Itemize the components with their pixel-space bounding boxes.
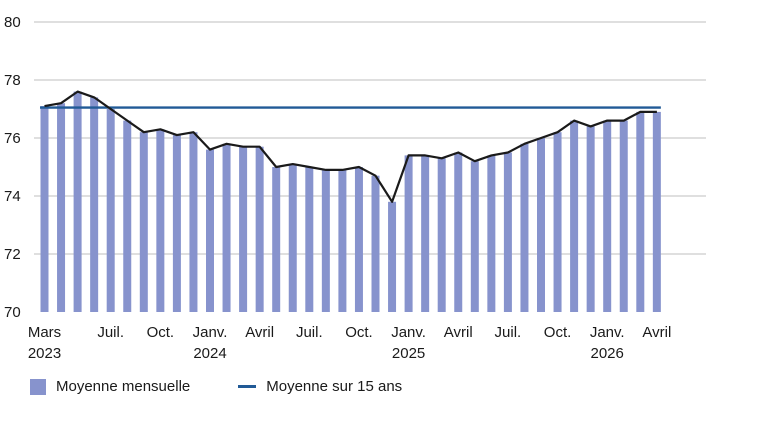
x-tick-label: Oct.	[147, 324, 175, 341]
bar	[172, 135, 181, 312]
bar	[586, 126, 595, 313]
bar	[437, 158, 446, 312]
legend-item-avg: Moyenne sur 15 ans	[238, 378, 402, 395]
x-tick-label: Oct.	[345, 324, 373, 341]
bar	[288, 164, 297, 312]
bar	[40, 106, 49, 312]
bar	[139, 132, 148, 312]
bar	[404, 155, 413, 312]
bar	[388, 201, 397, 312]
bar	[603, 120, 612, 312]
x-tick-label: Mars	[28, 324, 61, 341]
bar	[90, 97, 99, 313]
bar	[156, 129, 165, 312]
x-tick-label: Juil.	[97, 324, 124, 341]
x-tick-label: Juil.	[296, 324, 323, 341]
x-tick-label: Avril	[444, 324, 473, 341]
x-tick-year-label: 2024	[193, 345, 226, 362]
x-tick-year-label: 2025	[392, 345, 425, 362]
trend-line	[44, 90, 657, 203]
bar	[239, 146, 248, 312]
bar	[619, 120, 628, 312]
bar-series	[40, 91, 661, 313]
bar	[454, 152, 463, 312]
bar	[338, 169, 347, 312]
trend-line-series	[44, 90, 657, 203]
bar	[520, 143, 529, 312]
bar	[503, 152, 512, 312]
bar	[189, 132, 198, 312]
bar	[206, 149, 214, 312]
bar	[652, 111, 661, 313]
bar	[487, 155, 496, 312]
x-axis-ticks: Mars 2023 Juil. Oct. Janv. 2024 Avril Juil. Oct.…	[28, 324, 671, 362]
legend-label-bars: Moyenne mensuelle	[56, 378, 191, 395]
x-tick-label: Janv.	[193, 324, 228, 341]
bar	[255, 146, 264, 312]
x-tick-label: Janv.	[391, 324, 426, 341]
bar	[371, 175, 380, 312]
y-tick-label: 74	[4, 188, 21, 205]
legend-swatch-bars	[30, 378, 46, 395]
bar	[636, 111, 645, 313]
x-tick-label: Juil.	[495, 324, 522, 341]
y-tick-label: 80	[4, 14, 21, 31]
x-tick-year-label: 2026	[591, 345, 624, 362]
y-tick-label: 76	[4, 130, 21, 147]
bar	[305, 167, 314, 312]
bar	[123, 120, 132, 312]
y-tick-label: 70	[4, 304, 21, 321]
bar	[222, 143, 231, 312]
y-tick-label: 78	[4, 72, 21, 89]
legend: Moyenne mensuelle Moyenne sur 15 ans	[30, 378, 450, 395]
x-tick-label: Avril	[245, 324, 274, 341]
bar	[537, 138, 545, 312]
bar	[470, 161, 479, 312]
x-tick-label: Janv.	[590, 324, 625, 341]
bar	[106, 109, 115, 312]
bar	[73, 91, 82, 312]
bar	[421, 155, 430, 312]
bar	[57, 103, 66, 312]
x-tick-label: Oct.	[544, 324, 572, 341]
bar	[321, 169, 330, 312]
legend-label-avg: Moyenne sur 15 ans	[266, 378, 403, 395]
y-tick-label: 72	[4, 246, 21, 263]
y-axis-ticks: 70 72 74 76 78 80	[4, 14, 21, 321]
bar	[553, 132, 562, 312]
bar	[272, 167, 281, 312]
legend-swatch-avg	[238, 385, 257, 388]
x-tick-year-label: 2023	[28, 345, 61, 362]
legend-item-bars: Moyenne mensuelle	[30, 378, 190, 395]
bar	[354, 167, 363, 312]
bar	[570, 120, 579, 312]
x-tick-label: Avril	[642, 324, 671, 341]
